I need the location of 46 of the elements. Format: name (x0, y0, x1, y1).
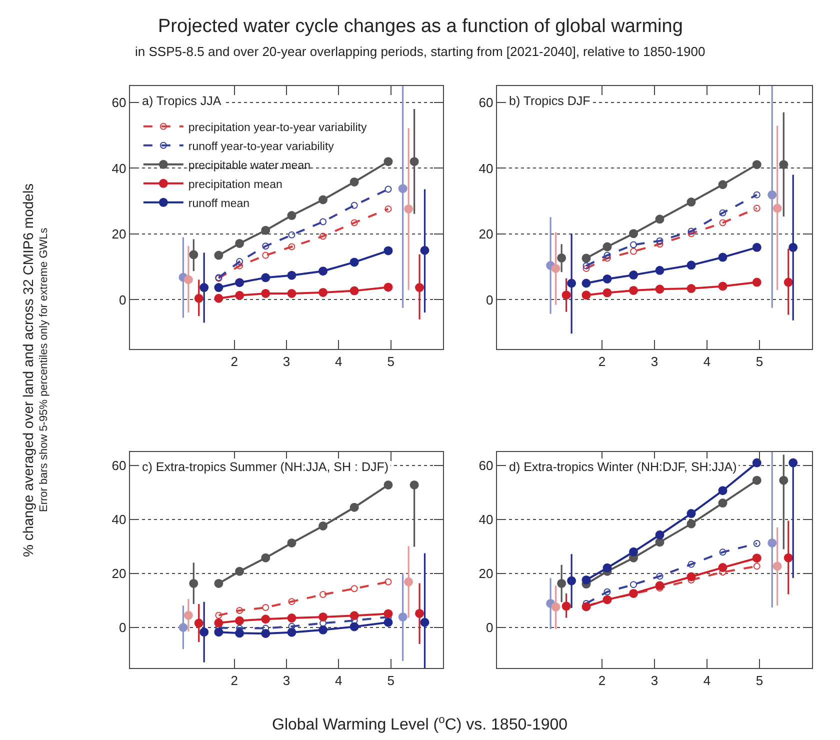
x-tick-label: 4 (703, 672, 711, 688)
annotation: b) Tropics DJF (509, 94, 591, 108)
y-tick-label: 40 (478, 512, 494, 528)
text: Error bars show 5-95% percentiles only for extreme GWLs (38, 227, 50, 512)
x-tick-label: 4 (703, 354, 711, 369)
annotation: a) Tropics JJA (142, 94, 222, 108)
y-tick-label: 20 (478, 226, 494, 242)
y-tick-label: 0 (486, 620, 494, 636)
legend-label: precipitable water mean (188, 160, 310, 172)
y-tick-label: 40 (478, 160, 494, 176)
x-tick-label: 2 (230, 672, 238, 688)
chart-title: Projected water cycle changes as a function of global warming (158, 16, 683, 37)
x-tick-label: 5 (756, 672, 764, 688)
y-tick-label: 60 (478, 458, 494, 474)
annotation: d) Extra-tropics Winter (NH:DJF, SH:JJA) (509, 460, 737, 474)
x-tick-label: 2 (598, 672, 606, 688)
x-tick-label: 4 (335, 672, 342, 688)
x-tick-label: 3 (650, 354, 658, 369)
x-tick-label: 2 (230, 354, 238, 369)
legend-label: runoff mean (188, 198, 250, 210)
x-tick-label: 2 (598, 354, 606, 369)
y-tick-label: 40 (112, 160, 126, 176)
x-tick-label: 3 (650, 672, 658, 688)
x-tick-label: 3 (282, 354, 290, 369)
annotation: c) Extra-tropics Summer (NH:JJA, SH : DJF) (142, 460, 389, 474)
y-tick-label: 0 (118, 292, 126, 308)
x-tick-label: 5 (387, 672, 394, 688)
y-axis-title: % change averaged over land and across 32 CMIP6 models (20, 183, 36, 557)
y-tick-label: 0 (118, 620, 126, 636)
legend-label: precipitation year-to-year variability (188, 122, 367, 134)
y-tick-label: 20 (112, 226, 126, 242)
x-axis-title: Global Warming Level ($^{o}$C) vs. 1850-1900 (272, 714, 568, 734)
y-tick-label: 60 (478, 94, 494, 110)
x-tick-label: 3 (282, 672, 290, 688)
y-tick-label: 40 (112, 512, 126, 528)
x-tick-label: 5 (756, 354, 764, 369)
y-tick-label: 0 (486, 292, 494, 308)
legend-label: precipitation mean (188, 178, 282, 191)
x-tick-label: 4 (335, 354, 342, 369)
y-tick-label: 60 (112, 458, 126, 474)
legend-label: runoff year-to-year variability (188, 140, 334, 153)
x-tick-label: 5 (387, 354, 394, 369)
y-tick-label: 20 (478, 566, 494, 582)
chart-subtitle: in SSP5-8.5 and over 20-year overlapping periods, starting from [2021-2040], relative to 1850-1900 (135, 44, 706, 59)
y-tick-label: 20 (112, 566, 126, 582)
y-tick-label: 60 (112, 94, 126, 110)
